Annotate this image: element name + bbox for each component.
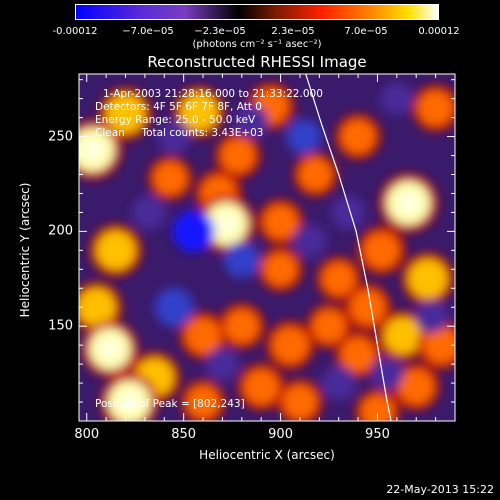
positive-intensity-blob bbox=[384, 317, 422, 355]
positive-intensity-blob bbox=[96, 230, 136, 270]
negative-intensity-blob bbox=[154, 287, 194, 327]
x-tick-label: 950 bbox=[365, 427, 390, 442]
positive-intensity-blob bbox=[350, 289, 386, 325]
negative-intensity-blob bbox=[234, 104, 269, 139]
solar-limb-line bbox=[305, 74, 392, 421]
positive-intensity-blob bbox=[153, 161, 187, 195]
colorbar-tick-label: 2.3e−05 bbox=[271, 26, 315, 37]
x-axis-label: Heliocentric X (arcsec) bbox=[199, 448, 335, 462]
x-tick-label: 900 bbox=[268, 427, 293, 442]
y-tick-label: 200 bbox=[48, 223, 73, 239]
negative-intensity-blob bbox=[370, 357, 404, 391]
positive-intensity-blob bbox=[312, 309, 346, 343]
colorbar-tick-label: 0.00012 bbox=[418, 26, 460, 37]
chart-title: Reconstructed RHESSI Image bbox=[147, 53, 367, 71]
negative-intensity-blob bbox=[286, 119, 322, 155]
positive-intensity-blob bbox=[224, 309, 259, 344]
positive-intensity-blob bbox=[363, 232, 400, 269]
solar-limb bbox=[305, 74, 392, 421]
colorbar-tick-label: −2.3e−05 bbox=[194, 26, 246, 37]
positive-intensity-blob bbox=[408, 259, 448, 299]
negative-intensity-blob bbox=[172, 210, 215, 253]
positive-intensity-blob bbox=[185, 318, 221, 354]
x-tick-label: 800 bbox=[74, 427, 100, 442]
negative-intensity-blob bbox=[331, 195, 366, 230]
negative-intensity-blob bbox=[380, 82, 413, 115]
positive-intensity-blob bbox=[272, 327, 309, 364]
intensity-blob-core bbox=[81, 138, 104, 161]
colorbar-tick-label: 7.0e−05 bbox=[344, 26, 388, 37]
positive-intensity-blob bbox=[423, 327, 455, 364]
negative-intensity-blob bbox=[293, 224, 327, 258]
negative-intensity-blob bbox=[205, 347, 239, 381]
negative-intensity-blob bbox=[131, 195, 166, 230]
colorbar-tick-label: -0.00012 bbox=[52, 26, 98, 37]
positive-intensity-blob bbox=[398, 369, 434, 405]
plot-frame bbox=[78, 73, 456, 422]
positive-intensity-blob bbox=[418, 90, 454, 126]
negative-intensity-blob bbox=[157, 120, 191, 154]
positive-intensity-blob bbox=[180, 92, 219, 131]
positive-intensity-blob bbox=[322, 262, 356, 296]
intensity-blob-core bbox=[397, 191, 420, 214]
positive-intensity-blob bbox=[341, 337, 376, 372]
positive-intensity-blob bbox=[186, 385, 220, 419]
negative-intensity-blob bbox=[321, 366, 356, 401]
negative-intensity-blob bbox=[415, 300, 449, 334]
positive-intensity-blob bbox=[360, 395, 394, 421]
colorbar-units: (photons cm⁻² s⁻¹ asec⁻²) bbox=[192, 39, 322, 50]
info-peak-position: Position of Peak = [802,243] bbox=[95, 398, 245, 410]
positive-intensity-blob bbox=[243, 369, 279, 405]
intensity-blob-core bbox=[215, 213, 238, 235]
positive-intensity-blob bbox=[282, 385, 317, 420]
intensity-blob-core bbox=[99, 338, 121, 360]
positive-intensity-blob bbox=[341, 119, 376, 154]
info-clean-counts: Clean Total counts: 3.43E+03 bbox=[95, 127, 264, 139]
positive-intensity-blob bbox=[263, 204, 298, 239]
x-tick-label: 850 bbox=[171, 427, 197, 442]
colorbar-tick-label: −7.0e−05 bbox=[122, 26, 174, 37]
y-tick-label: 250 bbox=[48, 129, 73, 145]
info-time-range: 1-Apr-2003 21:28:16.000 to 21:33:22.000 bbox=[103, 88, 323, 100]
info-detectors: Detectors: 4F 5F 6F 7F 8F, Att 0 bbox=[95, 101, 262, 113]
intensity-blob-core bbox=[118, 391, 141, 413]
positive-intensity-blob bbox=[79, 288, 116, 327]
positive-intensity-blob bbox=[298, 157, 332, 191]
info-energy-range: Energy Range: 25.0 - 50.0 keV bbox=[95, 114, 256, 126]
positive-intensity-blob bbox=[220, 138, 255, 173]
intensity-blobs bbox=[79, 82, 455, 421]
y-tick-label: 150 bbox=[48, 318, 73, 334]
negative-intensity-blob bbox=[223, 241, 260, 278]
timestamp-footer: 22-May-2013 15:22 bbox=[386, 483, 494, 496]
y-axis-label: Heliocentric Y (arcsec) bbox=[18, 182, 32, 318]
colorbar bbox=[75, 4, 439, 20]
positive-intensity-blob bbox=[106, 94, 146, 134]
positive-intensity-blob bbox=[264, 252, 298, 286]
intensity-layer bbox=[79, 82, 455, 421]
